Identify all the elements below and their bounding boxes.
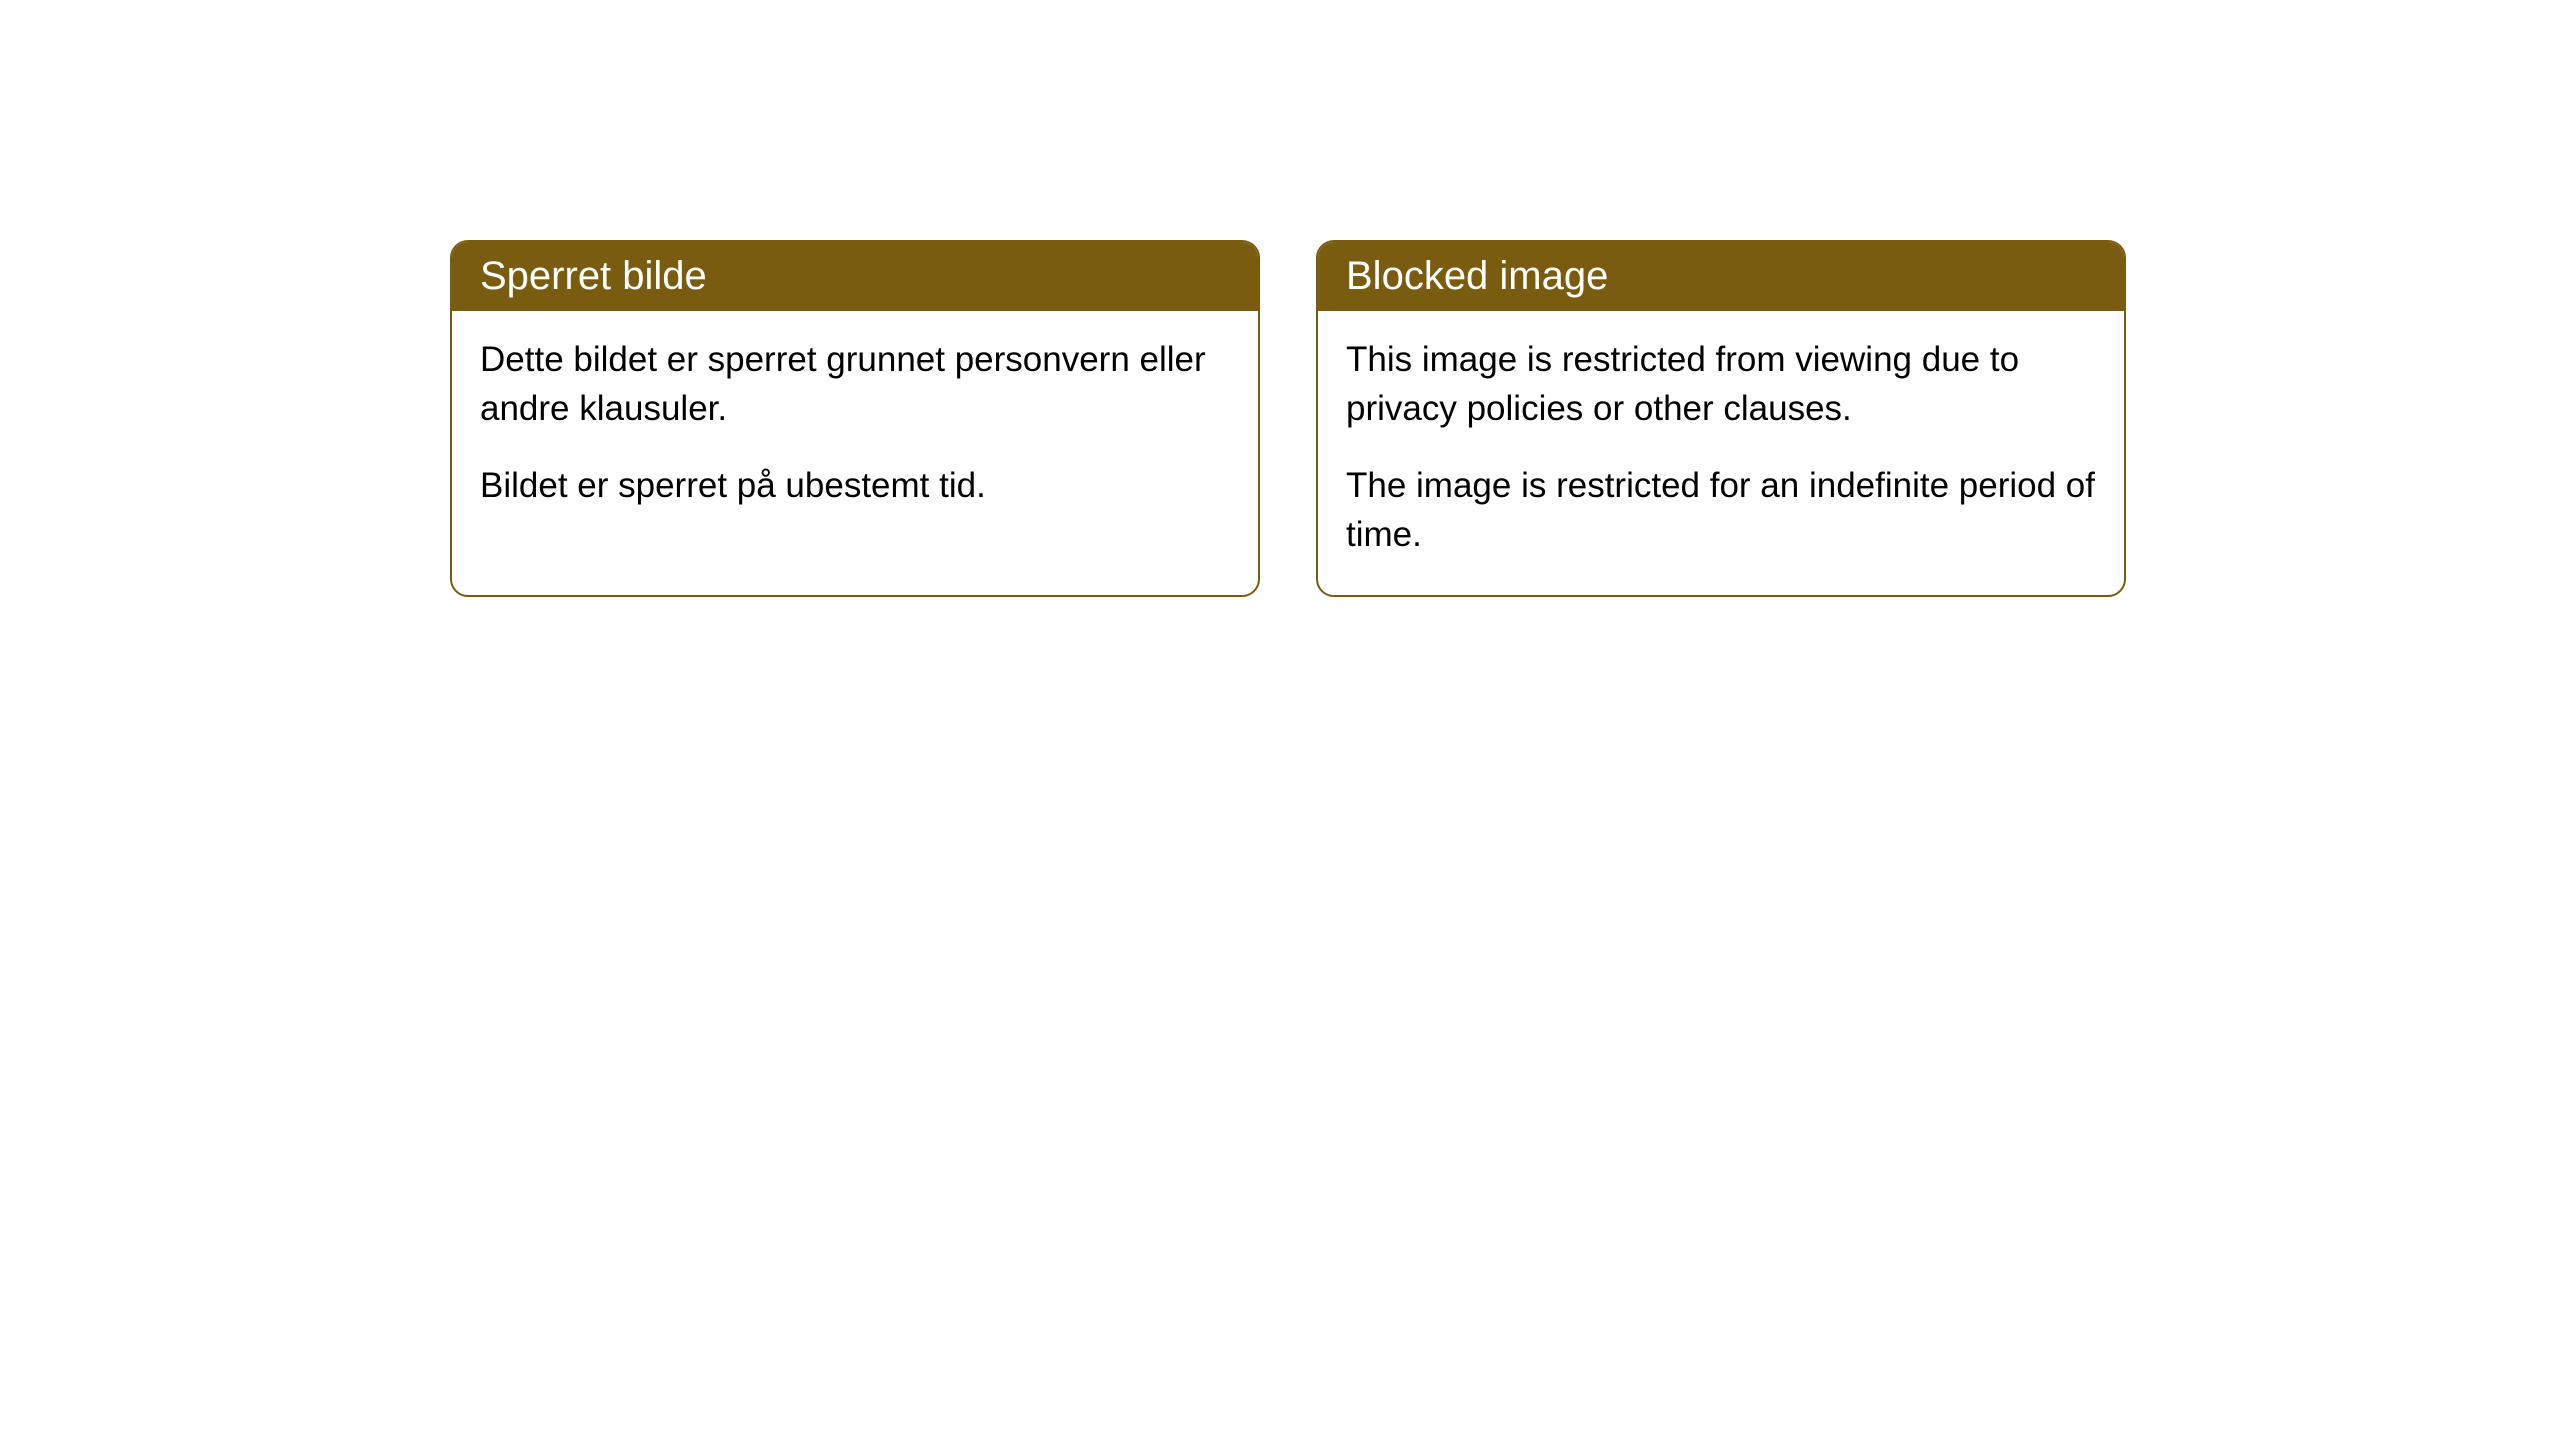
- card-body-norwegian: Dette bildet er sperret grunnet personve…: [452, 311, 1258, 546]
- card-english: Blocked image This image is restricted f…: [1316, 240, 2126, 597]
- card-title: Blocked image: [1346, 254, 1608, 298]
- card-paragraph: The image is restricted for an indefinit…: [1346, 461, 2096, 559]
- card-header-norwegian: Sperret bilde: [452, 242, 1258, 311]
- card-paragraph: Bildet er sperret på ubestemt tid.: [480, 461, 1230, 510]
- card-body-english: This image is restricted from viewing du…: [1318, 311, 2124, 595]
- card-paragraph: Dette bildet er sperret grunnet personve…: [480, 335, 1230, 433]
- card-norwegian: Sperret bilde Dette bildet er sperret gr…: [450, 240, 1260, 597]
- cards-container: Sperret bilde Dette bildet er sperret gr…: [450, 240, 2560, 597]
- card-title: Sperret bilde: [480, 254, 707, 298]
- card-paragraph: This image is restricted from viewing du…: [1346, 335, 2096, 433]
- card-header-english: Blocked image: [1318, 242, 2124, 311]
